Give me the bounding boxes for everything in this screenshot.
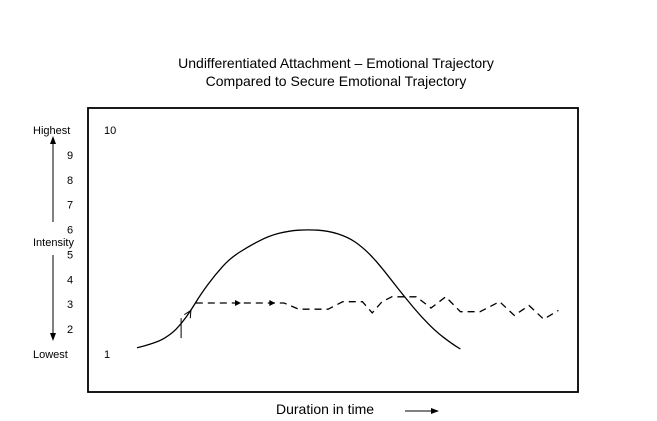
y-tick-labels: 10 9 8 7 6 5 4 3 2 1 [67,125,116,361]
chart-title-line-1: Undifferentiated Attachment – Emotional … [178,55,494,71]
y-tick-label: 5 [67,249,73,261]
y-tick-label: 3 [67,299,73,311]
y-axis-label: Intensity [33,237,74,249]
y-arrow-up-icon [50,136,56,144]
series-line-dashed [195,295,559,321]
y-tick-label: 7 [67,200,73,212]
chart-title-line-2: Compared to Secure Emotional Trajectory [206,73,467,89]
y-tick-label: 2 [67,324,73,336]
series-line-solid [136,229,461,350]
curve-arrow-icon [184,309,192,319]
y-tick-label: 9 [67,150,73,162]
y-tick-label: 10 [104,125,116,137]
y-bottom-label: Lowest [33,349,68,361]
x-axis-label: Duration in time [276,401,374,417]
y-tick-label: 6 [67,225,73,237]
series-layer [136,229,559,350]
y-tick-label: 8 [67,175,73,187]
x-arrow-icon [431,408,439,414]
y-tick-label: 1 [104,349,110,361]
y-tick-label: 4 [67,274,73,286]
plot-frame [87,107,579,393]
y-top-label: Highest [33,125,70,137]
direction-arrow-icon [235,299,241,306]
direction-arrow-icon [269,299,276,306]
y-arrow-down-icon [50,333,56,341]
